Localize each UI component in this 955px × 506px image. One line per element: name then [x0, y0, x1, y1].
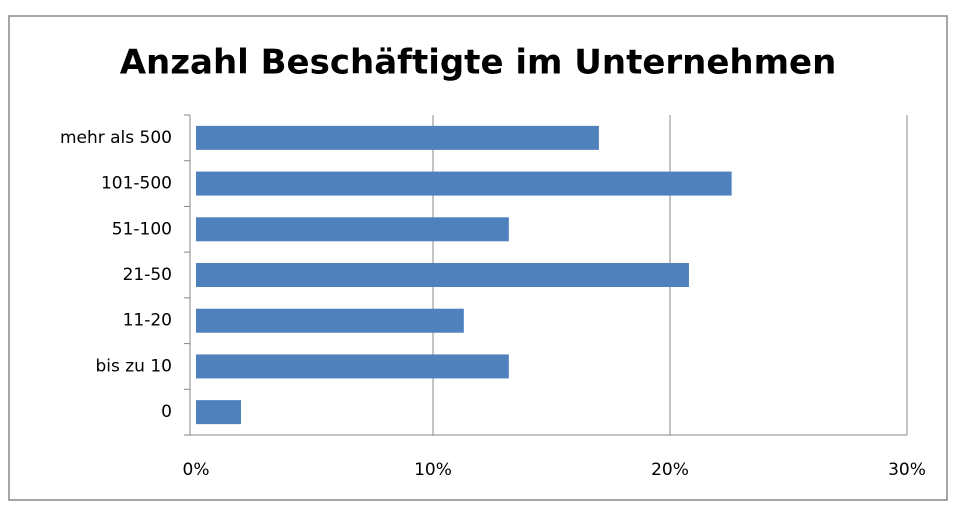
x-tick-label: 30%: [888, 460, 926, 480]
y-tick-label: mehr als 500: [60, 128, 172, 148]
chart-title: Anzahl Beschäftigte im Unternehmen: [120, 43, 837, 83]
y-tick-label: 0: [161, 402, 172, 422]
bar: [196, 354, 509, 379]
bar: [196, 308, 464, 333]
bar: [196, 171, 732, 196]
x-tick-label: 0%: [183, 460, 210, 480]
y-tick-label: bis zu 10: [95, 356, 172, 376]
x-tick-label: 10%: [414, 460, 452, 480]
y-tick-label: 101-500: [101, 174, 172, 194]
bar: [196, 263, 689, 287]
chart-frame: [8, 15, 948, 501]
bar: [196, 400, 242, 425]
y-tick-label: 21-50: [123, 265, 172, 285]
bar: [196, 125, 599, 150]
x-tick-label: 20%: [651, 460, 689, 480]
y-tick-label: 51-100: [112, 219, 172, 239]
y-tick-label: 11-20: [123, 311, 172, 331]
bar: [196, 217, 509, 242]
